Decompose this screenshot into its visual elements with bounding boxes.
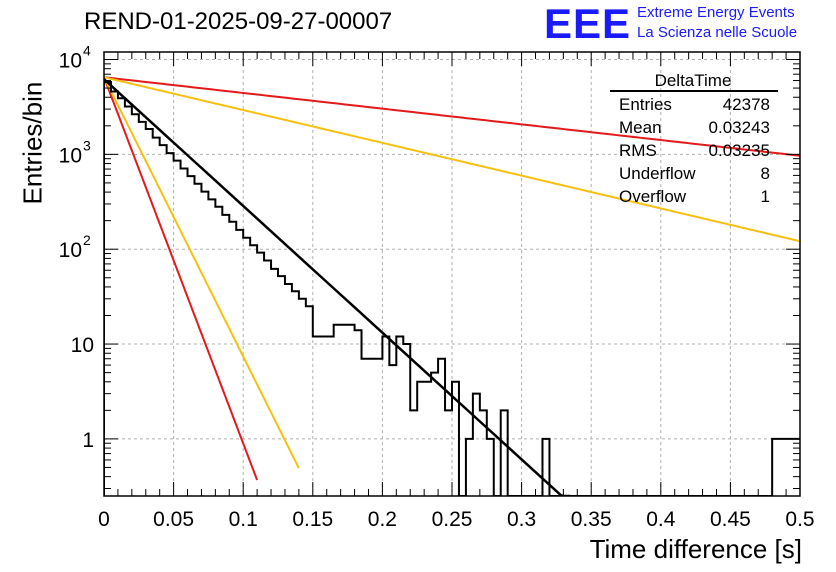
x-tick-label: 0.2	[368, 508, 397, 531]
statbox-value: 0.03235	[709, 141, 770, 160]
eee-subtitle-2: La Scienza nelle Scuole	[637, 24, 798, 41]
statbox-title: DeltaTime	[655, 71, 732, 90]
y-tick-label: 10	[59, 50, 82, 73]
statbox-label: Underflow	[619, 164, 696, 183]
x-tick-label: 0	[98, 508, 110, 531]
statbox-label: Overflow	[619, 187, 687, 206]
curve-fit	[104, 78, 571, 496]
statbox-label: Entries	[619, 95, 672, 114]
y-tick-exponent: 3	[83, 137, 91, 153]
histogram-deltatime	[104, 80, 800, 496]
x-tick-label: 0.4	[646, 508, 676, 531]
x-tick-label: 0.25	[432, 508, 473, 531]
y-tick-label: 10	[59, 144, 82, 167]
chart-title: REND-01-2025-09-27-00007	[84, 8, 393, 35]
x-tick-label: 0.35	[571, 508, 612, 531]
statbox-value: 42378	[723, 95, 770, 114]
x-tick-label: 0.15	[292, 508, 333, 531]
x-tick-label: 0.5	[785, 508, 814, 531]
x-axis-label: Time difference [s]	[589, 534, 802, 564]
curve-red-steep	[104, 76, 259, 481]
y-axis-label-wrap: Entries/bin	[6, 82, 48, 205]
x-tick-label: 0.3	[507, 508, 536, 531]
curve-red-flat	[104, 76, 800, 157]
y-tick-exponent: 4	[83, 43, 91, 59]
statbox-value: 8	[761, 164, 770, 183]
statbox-value: 1	[761, 187, 770, 206]
x-tick-label: 0.1	[229, 508, 258, 531]
curve-orange-steep	[104, 76, 300, 469]
eee-logo: EEE	[544, 0, 632, 47]
statbox-label: RMS	[619, 141, 657, 160]
x-tick-label: 0.45	[710, 508, 751, 531]
x-tick-label: 0.05	[153, 508, 194, 531]
eee-subtitle-1: Extreme Energy Events	[637, 4, 795, 21]
y-tick-label: 10	[71, 334, 94, 357]
curve-orange-flat	[104, 76, 800, 243]
y-axis-label: Entries/bin	[17, 81, 48, 205]
y-tick-label: 10	[59, 239, 82, 262]
statbox-label: Mean	[619, 118, 662, 137]
statbox-value: 0.03243	[709, 118, 770, 137]
y-tick-exponent: 2	[83, 232, 91, 248]
y-tick-label: 1	[82, 429, 94, 452]
